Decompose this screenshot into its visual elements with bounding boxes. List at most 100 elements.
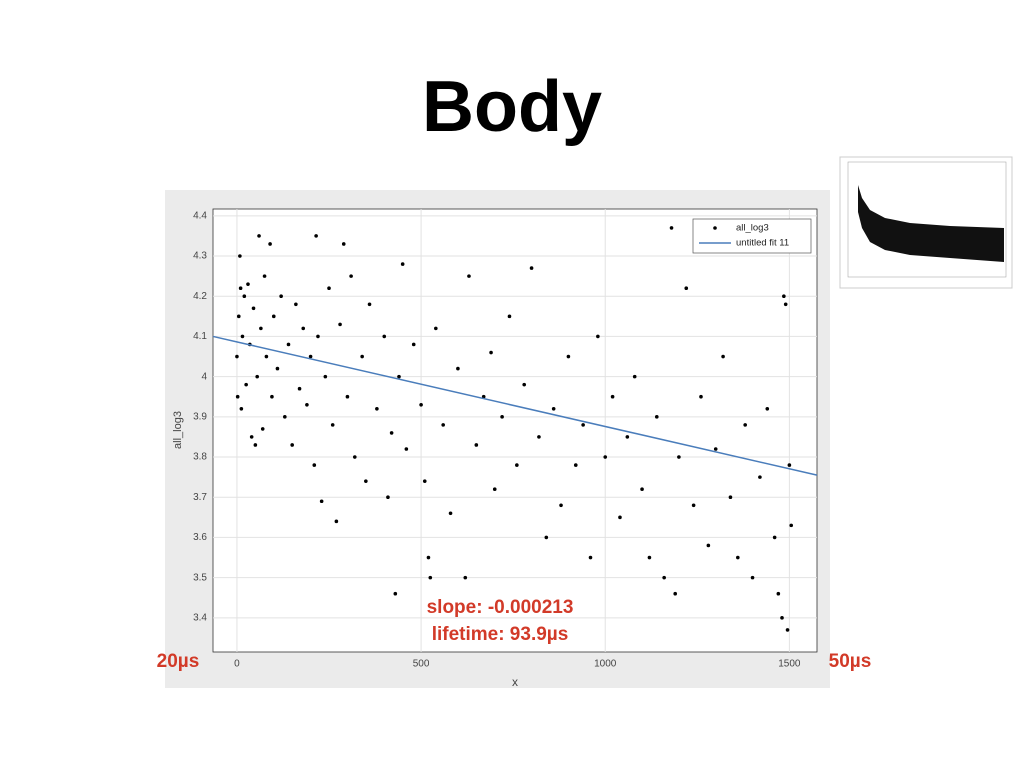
- point: [242, 294, 247, 299]
- point: [537, 435, 541, 439]
- y-tick-label: 3.4: [193, 612, 207, 623]
- x-tick-label: 500: [413, 659, 430, 670]
- point: [596, 334, 600, 339]
- point: [426, 555, 431, 560]
- point: [259, 326, 263, 331]
- point: [349, 274, 353, 278]
- point: [684, 286, 689, 290]
- x-tick-label: 0: [234, 659, 240, 670]
- point: [551, 406, 556, 411]
- point: [283, 415, 287, 419]
- point: [618, 515, 622, 520]
- point: [360, 354, 364, 359]
- y-tick-label: 4.2: [193, 291, 207, 302]
- point: [776, 591, 781, 596]
- point: [581, 423, 585, 427]
- x-tick-label: 1500: [778, 659, 801, 670]
- thumbnail: [839, 156, 1013, 289]
- point: [706, 543, 711, 548]
- point: [257, 234, 261, 238]
- point: [691, 503, 696, 508]
- point: [397, 374, 401, 379]
- x-tick-label: 1000: [594, 659, 617, 670]
- point: [507, 314, 512, 319]
- point: [400, 262, 405, 266]
- point: [765, 406, 770, 411]
- point: [308, 354, 313, 359]
- point: [529, 266, 534, 270]
- point: [334, 519, 339, 524]
- y-tick-label: 3.7: [193, 492, 207, 503]
- point: [654, 415, 659, 419]
- legend-label: untitled fit 11: [736, 238, 789, 249]
- point: [316, 334, 320, 339]
- point: [305, 402, 309, 407]
- point: [253, 443, 258, 447]
- point: [319, 499, 324, 504]
- point: [782, 294, 786, 299]
- point: [246, 282, 250, 286]
- point: [262, 274, 267, 278]
- x-axis-label: x: [512, 675, 518, 689]
- point: [467, 274, 471, 278]
- point: [603, 455, 608, 459]
- point: [271, 314, 276, 319]
- point: [785, 628, 790, 632]
- point: [544, 535, 549, 540]
- legend-marker: [713, 226, 717, 230]
- point: [489, 350, 493, 355]
- point: [297, 386, 302, 391]
- point: [522, 382, 527, 387]
- point: [341, 242, 346, 246]
- point: [367, 302, 372, 307]
- point: [255, 374, 259, 379]
- axes: [212, 208, 818, 653]
- annotation: 50µs: [829, 651, 872, 672]
- point: [632, 374, 637, 379]
- point: [260, 427, 265, 431]
- point: [434, 326, 438, 331]
- point: [393, 591, 398, 596]
- point: [758, 475, 762, 479]
- point: [375, 406, 379, 411]
- point: [640, 487, 644, 491]
- fit-line: [212, 335, 818, 476]
- point: [772, 535, 777, 540]
- point: [275, 366, 280, 371]
- point: [662, 575, 666, 580]
- point: [251, 306, 256, 311]
- y-tick-label: 3.5: [193, 572, 207, 583]
- y-tick-label: 4.4: [193, 210, 207, 221]
- y-tick-label: 3.6: [193, 532, 207, 543]
- point: [239, 406, 244, 411]
- point: [787, 463, 792, 467]
- point: [677, 455, 681, 459]
- point: [249, 435, 254, 439]
- point: [647, 555, 652, 560]
- point: [301, 326, 306, 331]
- point: [411, 342, 416, 347]
- point: [610, 394, 615, 399]
- point: [673, 591, 678, 596]
- annotation: lifetime: 93.9µs: [432, 624, 569, 645]
- point: [386, 495, 390, 500]
- y-tick-label: 4: [201, 371, 207, 382]
- point: [588, 555, 593, 560]
- point: [515, 463, 519, 467]
- thumbnail-axes: [847, 161, 1007, 278]
- thumbnail-scatter: [858, 185, 1004, 262]
- point: [330, 423, 335, 427]
- point: [721, 354, 725, 359]
- point: [338, 322, 342, 327]
- point: [422, 479, 427, 483]
- annotation: slope: -0.000213: [427, 597, 574, 618]
- point: [312, 463, 317, 467]
- point: [789, 523, 794, 528]
- point: [286, 342, 291, 347]
- point: [492, 487, 497, 491]
- annotation: 20µs: [157, 651, 200, 672]
- point: [463, 575, 468, 580]
- point: [345, 394, 350, 399]
- point: [728, 495, 733, 500]
